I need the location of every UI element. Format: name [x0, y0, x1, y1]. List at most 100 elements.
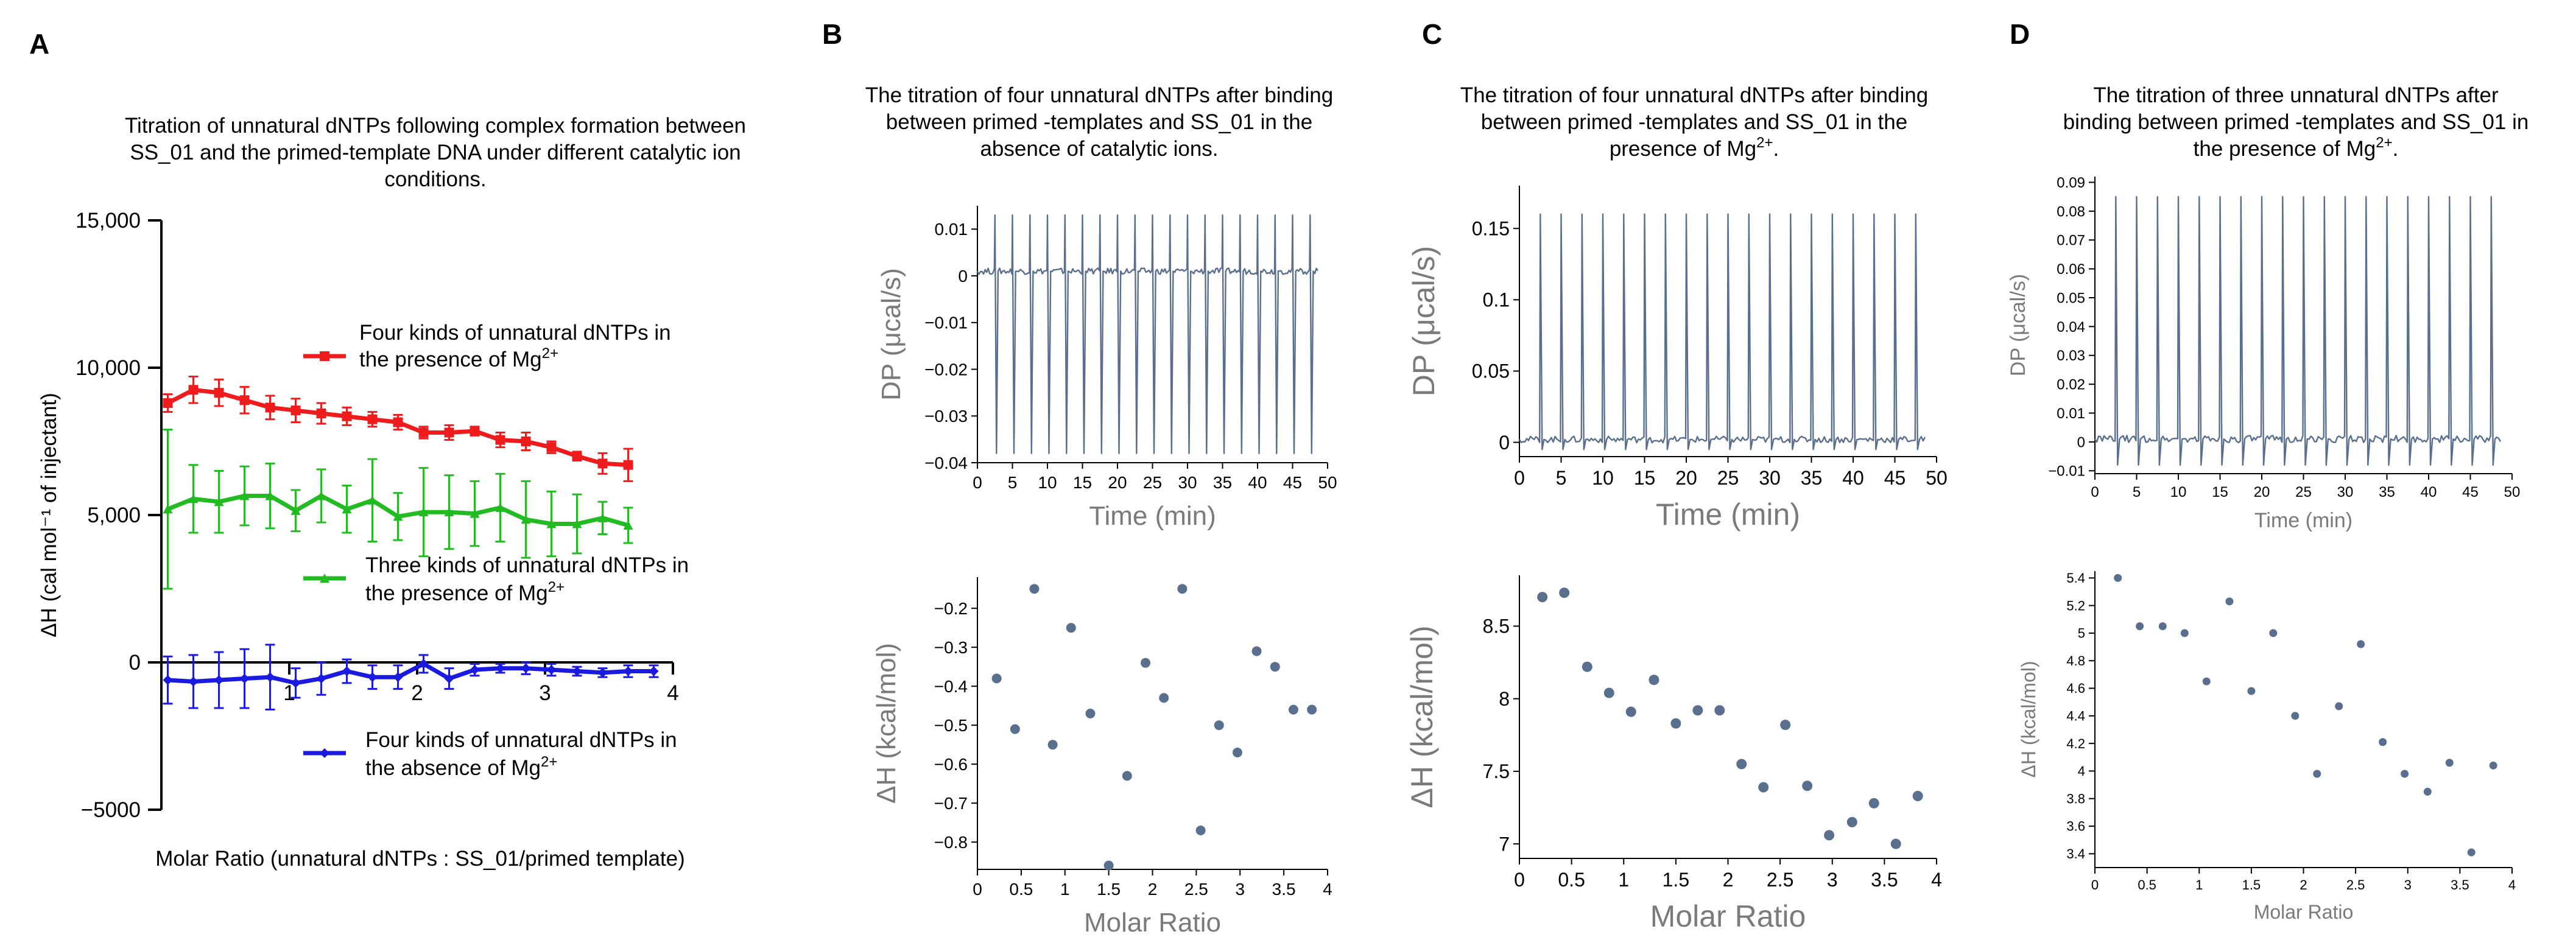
data-point: [290, 405, 301, 416]
legend-label-line: the presence of Mg2+: [359, 345, 558, 371]
y-axis-label: DP (μcal/s): [876, 268, 906, 401]
data-point: [1890, 838, 1901, 849]
data-point: [367, 414, 378, 424]
legend-swatch-marker: [320, 748, 329, 758]
data-point: [521, 663, 531, 673]
data-point: [214, 388, 224, 398]
x-tick-label: 3: [2404, 877, 2412, 893]
x-tick-label: 1: [283, 681, 295, 705]
y-axis-label: DP (μcal/s): [2007, 274, 2030, 376]
y-tick-label: 0.06: [2057, 261, 2085, 278]
series-blue: [163, 644, 659, 710]
data-point: [2401, 770, 2409, 778]
thermogram-trace: [976, 214, 1319, 454]
panel-c-title-line: between primed -templates and SS_01 in t…: [1481, 110, 1907, 134]
x-tick-label: 45: [1884, 467, 1906, 489]
y-tick-label: 5: [2078, 626, 2085, 641]
x-tick-label: 2: [1723, 869, 1734, 891]
x-tick-label: 50: [1926, 467, 1948, 489]
x-tick-label: 0: [2091, 877, 2099, 893]
y-tick-label: −0.8: [934, 833, 968, 852]
data-point: [444, 673, 454, 684]
data-point: [2202, 677, 2211, 686]
x-axis-label: Molar Ratio: [1084, 908, 1221, 938]
data-point: [1232, 748, 1242, 757]
data-point: [546, 442, 557, 452]
legend-label-line: Four kinds of unnatural dNTPs in: [365, 728, 677, 752]
y-tick-label: −0.02: [924, 360, 968, 379]
x-tick-label: 10: [1592, 467, 1614, 489]
data-point: [623, 520, 633, 530]
y-tick-label: 5.2: [2066, 598, 2085, 613]
chart-b-isotherm: −0.2 −0.3 −0.4 −0.5 −0.6 −0.7 −0.8 0 0.5 1 1.5 2 2.5…: [871, 577, 1332, 938]
legend-label-line: Three kinds of unnatural dNTPs in: [365, 553, 689, 577]
x-tick-label: 25: [2295, 484, 2312, 500]
panel-a-title-line: Titration of unnatural dNTPs following c…: [125, 114, 746, 138]
y-tick-label: 7.5: [1483, 760, 1510, 782]
x-tick-label: 20: [2254, 484, 2270, 500]
data-point: [2423, 787, 2432, 796]
x-tick-label: 0: [1514, 869, 1525, 891]
data-point: [597, 513, 608, 522]
y-axis-label: ΔH (cal mol⁻¹ of injectant): [37, 393, 61, 637]
panel-c-title-line: The titration of four unnatural dNTPs af…: [1460, 83, 1928, 107]
data-point: [1714, 705, 1725, 716]
data-point: [342, 666, 352, 676]
x-tick-label: 35: [1801, 467, 1823, 489]
x-tick-label: 30: [1178, 473, 1197, 492]
data-point: [2313, 770, 2321, 778]
data-point: [1270, 662, 1280, 672]
x-tick-label: 2.5: [2346, 877, 2365, 893]
x-tick-label: 35: [1213, 473, 1232, 492]
y-axis-label: ΔH (kcal/mol): [871, 643, 901, 804]
panel-a-title: Titration of unnatural dNTPs following c…: [125, 114, 746, 191]
data-point: [1824, 830, 1835, 841]
y-tick-label: 10,000: [76, 356, 141, 380]
data-point: [1159, 693, 1169, 703]
data-point: [367, 495, 378, 505]
data-point: [316, 491, 326, 500]
data-point: [290, 505, 301, 515]
x-tick-label: 15: [1073, 473, 1092, 492]
data-point: [290, 678, 301, 688]
x-tick-label: 45: [2462, 484, 2479, 500]
data-point: [342, 411, 352, 421]
data-point: [239, 673, 250, 684]
panel-b-title-line: between primed -templates and SS_01 in t…: [886, 110, 1312, 134]
y-tick-label: −0.2: [934, 599, 968, 618]
data-point: [367, 672, 378, 682]
thermogram-trace: [1518, 213, 1926, 451]
y-tick-label: 0.05: [2057, 290, 2085, 306]
data-point: [265, 491, 275, 500]
data-point: [1537, 592, 1548, 603]
data-point: [2158, 622, 2167, 631]
data-point: [188, 385, 199, 395]
data-point: [265, 672, 275, 682]
y-tick-label: 0.02: [2057, 377, 2085, 393]
x-tick-label: 25: [1717, 467, 1739, 489]
panel-b-title: The titration of four unnatural dNTPs af…: [865, 83, 1333, 161]
chart-d-thermogram: 0.09 0.08 0.07 0.06 0.05 0.04 0.03 0.02 0.01 0 −0.…: [2007, 175, 2520, 532]
y-tick-label: 4.2: [2066, 736, 2085, 751]
y-tick-label: 0: [958, 267, 968, 286]
data-point: [418, 659, 429, 669]
x-tick-label: 1.5: [1663, 869, 1689, 891]
data-point: [2489, 761, 2497, 770]
data-point: [521, 514, 531, 524]
panel-c-title: The titration of four unnatural dNTPs af…: [1460, 83, 1928, 161]
data-point: [597, 458, 608, 469]
panel-c-title-line: presence of Mg2+.: [1610, 135, 1779, 161]
data-point: [546, 519, 557, 528]
data-point: [316, 409, 326, 419]
y-axis-label: DP (μcal/s): [1407, 246, 1441, 396]
x-tick-label: 0: [973, 880, 982, 899]
x-tick-label: 50: [1318, 473, 1337, 492]
y-tick-label: −5000: [81, 798, 141, 822]
data-point: [188, 676, 199, 687]
x-tick-label: 45: [1283, 473, 1302, 492]
data-point: [1868, 798, 1879, 808]
data-point: [393, 417, 403, 427]
data-point: [444, 427, 454, 438]
